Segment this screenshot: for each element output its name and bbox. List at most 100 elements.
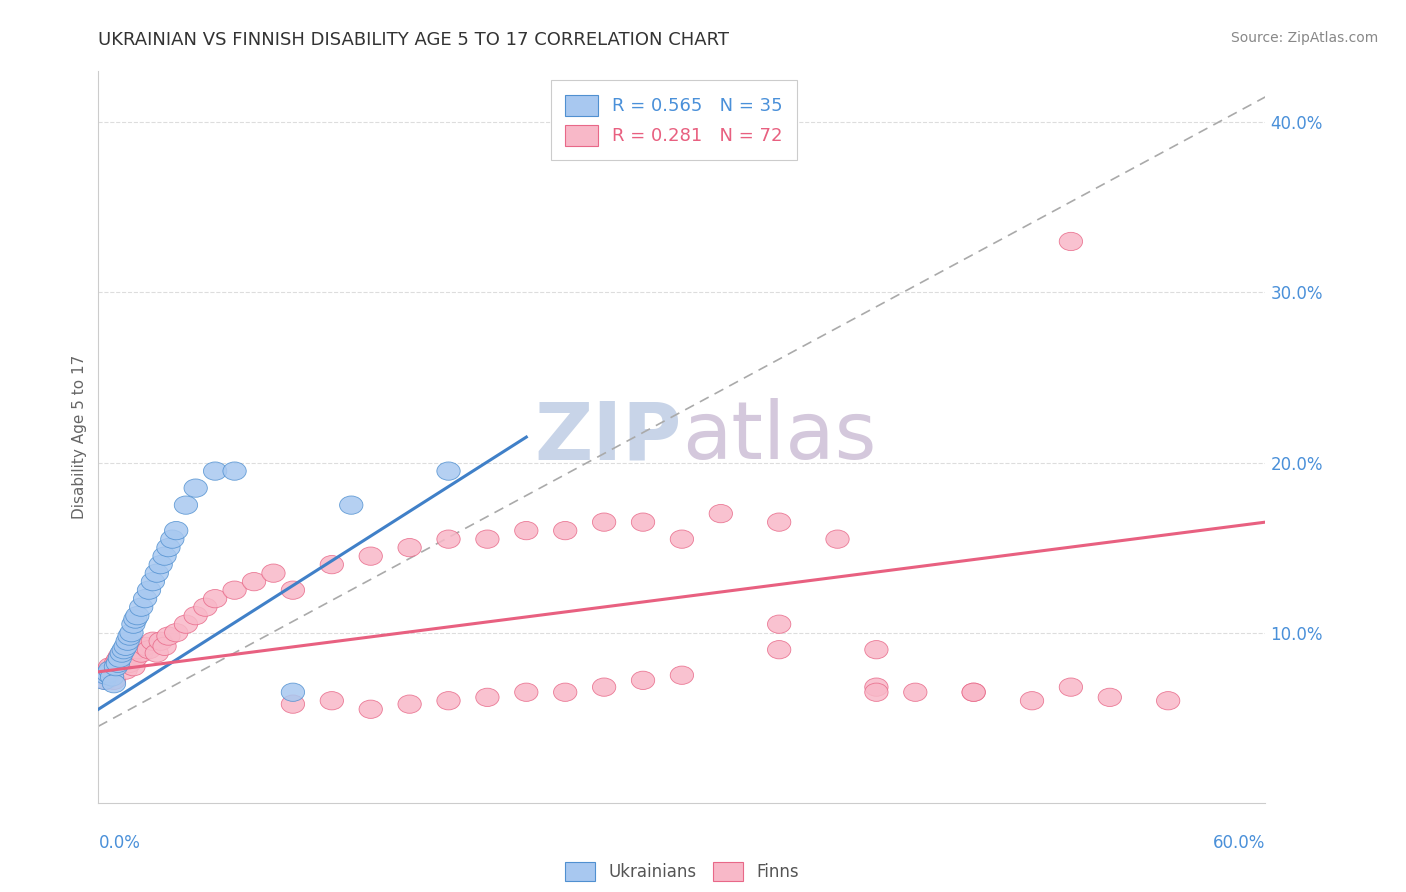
Ellipse shape	[631, 513, 655, 532]
Ellipse shape	[94, 666, 118, 684]
Ellipse shape	[149, 632, 173, 650]
Ellipse shape	[437, 691, 460, 710]
Text: 60.0%: 60.0%	[1213, 834, 1265, 852]
Ellipse shape	[93, 666, 115, 684]
Ellipse shape	[104, 654, 128, 673]
Ellipse shape	[281, 695, 305, 714]
Ellipse shape	[281, 683, 305, 701]
Ellipse shape	[125, 640, 149, 659]
Text: atlas: atlas	[682, 398, 876, 476]
Text: UKRAINIAN VS FINNISH DISABILITY AGE 5 TO 17 CORRELATION CHART: UKRAINIAN VS FINNISH DISABILITY AGE 5 TO…	[98, 31, 730, 49]
Ellipse shape	[129, 598, 153, 616]
Ellipse shape	[865, 683, 889, 701]
Ellipse shape	[97, 661, 120, 680]
Ellipse shape	[160, 530, 184, 549]
Ellipse shape	[141, 632, 165, 650]
Ellipse shape	[122, 657, 145, 676]
Ellipse shape	[97, 665, 120, 682]
Ellipse shape	[194, 598, 217, 616]
Ellipse shape	[145, 564, 169, 582]
Ellipse shape	[437, 530, 460, 549]
Ellipse shape	[904, 683, 927, 701]
Ellipse shape	[475, 689, 499, 706]
Ellipse shape	[554, 683, 576, 701]
Ellipse shape	[108, 649, 132, 667]
Ellipse shape	[340, 496, 363, 515]
Ellipse shape	[112, 640, 135, 659]
Text: ZIP: ZIP	[534, 398, 682, 476]
Ellipse shape	[204, 590, 226, 607]
Ellipse shape	[118, 627, 141, 645]
Text: Source: ZipAtlas.com: Source: ZipAtlas.com	[1230, 31, 1378, 45]
Ellipse shape	[157, 627, 180, 645]
Ellipse shape	[129, 644, 153, 662]
Ellipse shape	[124, 610, 148, 628]
Ellipse shape	[103, 671, 125, 690]
Ellipse shape	[145, 644, 169, 662]
Ellipse shape	[1059, 232, 1083, 251]
Ellipse shape	[141, 573, 165, 591]
Ellipse shape	[962, 683, 986, 701]
Ellipse shape	[554, 522, 576, 540]
Ellipse shape	[515, 522, 538, 540]
Ellipse shape	[1021, 691, 1043, 710]
Ellipse shape	[184, 479, 207, 497]
Ellipse shape	[115, 648, 139, 665]
Ellipse shape	[398, 695, 422, 714]
Ellipse shape	[515, 683, 538, 701]
Ellipse shape	[149, 556, 173, 574]
Ellipse shape	[134, 637, 157, 656]
Ellipse shape	[242, 573, 266, 591]
Ellipse shape	[107, 651, 129, 669]
Ellipse shape	[475, 530, 499, 549]
Ellipse shape	[768, 640, 790, 659]
Ellipse shape	[398, 539, 422, 557]
Ellipse shape	[134, 590, 157, 607]
Ellipse shape	[114, 661, 138, 680]
Ellipse shape	[281, 581, 305, 599]
Ellipse shape	[98, 661, 122, 680]
Ellipse shape	[100, 668, 124, 686]
Ellipse shape	[138, 640, 160, 659]
Ellipse shape	[103, 674, 125, 693]
Ellipse shape	[709, 505, 733, 523]
Ellipse shape	[321, 556, 343, 574]
Ellipse shape	[1059, 678, 1083, 697]
Ellipse shape	[114, 637, 138, 656]
Ellipse shape	[204, 462, 226, 480]
Ellipse shape	[165, 624, 188, 642]
Ellipse shape	[107, 654, 129, 673]
Text: 0.0%: 0.0%	[98, 834, 141, 852]
Ellipse shape	[108, 648, 132, 665]
Ellipse shape	[100, 668, 124, 686]
Ellipse shape	[437, 462, 460, 480]
Ellipse shape	[321, 691, 343, 710]
Ellipse shape	[122, 615, 145, 633]
Ellipse shape	[1098, 689, 1122, 706]
Ellipse shape	[671, 530, 693, 549]
Ellipse shape	[262, 564, 285, 582]
Ellipse shape	[359, 547, 382, 566]
Ellipse shape	[184, 607, 207, 624]
Ellipse shape	[592, 678, 616, 697]
Ellipse shape	[93, 671, 115, 690]
Ellipse shape	[165, 522, 188, 540]
Ellipse shape	[104, 657, 128, 676]
Ellipse shape	[118, 654, 141, 673]
Ellipse shape	[174, 615, 198, 633]
Ellipse shape	[671, 666, 693, 684]
Ellipse shape	[153, 637, 176, 656]
Ellipse shape	[115, 632, 139, 650]
Ellipse shape	[962, 683, 986, 701]
Ellipse shape	[359, 700, 382, 718]
Ellipse shape	[124, 649, 148, 667]
Ellipse shape	[138, 581, 160, 599]
Ellipse shape	[174, 496, 198, 515]
Y-axis label: Disability Age 5 to 17: Disability Age 5 to 17	[72, 355, 87, 519]
Ellipse shape	[592, 513, 616, 532]
Ellipse shape	[631, 671, 655, 690]
Ellipse shape	[224, 581, 246, 599]
Ellipse shape	[110, 654, 134, 673]
Ellipse shape	[157, 539, 180, 557]
Ellipse shape	[110, 644, 134, 662]
